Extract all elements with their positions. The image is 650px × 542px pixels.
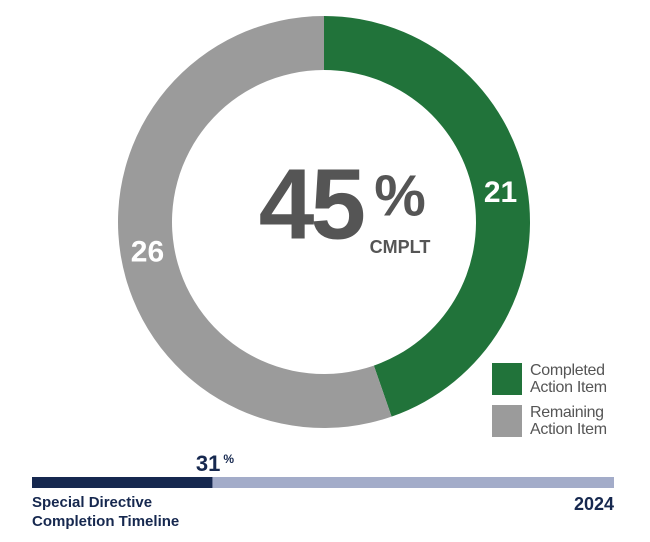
progress-bar (32, 477, 213, 488)
legend-swatch (492, 405, 522, 437)
center-value: 45 (259, 148, 364, 260)
progress-track (32, 477, 614, 488)
legend-label: Remaining Action Item (530, 404, 607, 438)
progress-title: Completion Timeline (32, 513, 179, 530)
progress-title: Special Directive (32, 494, 152, 511)
progress-value: 31 (196, 451, 220, 476)
center-unit: % (374, 163, 426, 228)
donut-segment (118, 16, 392, 428)
legend-swatch (492, 363, 522, 395)
legend-item: Remaining Action Item (492, 404, 620, 438)
legend-label: Completed Action Item (530, 362, 607, 396)
segment-label: 21 (484, 176, 517, 209)
progress-unit: % (223, 452, 234, 466)
legend-item: Completed Action Item (492, 362, 620, 396)
progress-end-label: 2024 (574, 494, 614, 514)
center-caption: CMPLT (370, 237, 431, 257)
segment-label: 26 (131, 236, 164, 269)
donut-segment (324, 16, 531, 417)
